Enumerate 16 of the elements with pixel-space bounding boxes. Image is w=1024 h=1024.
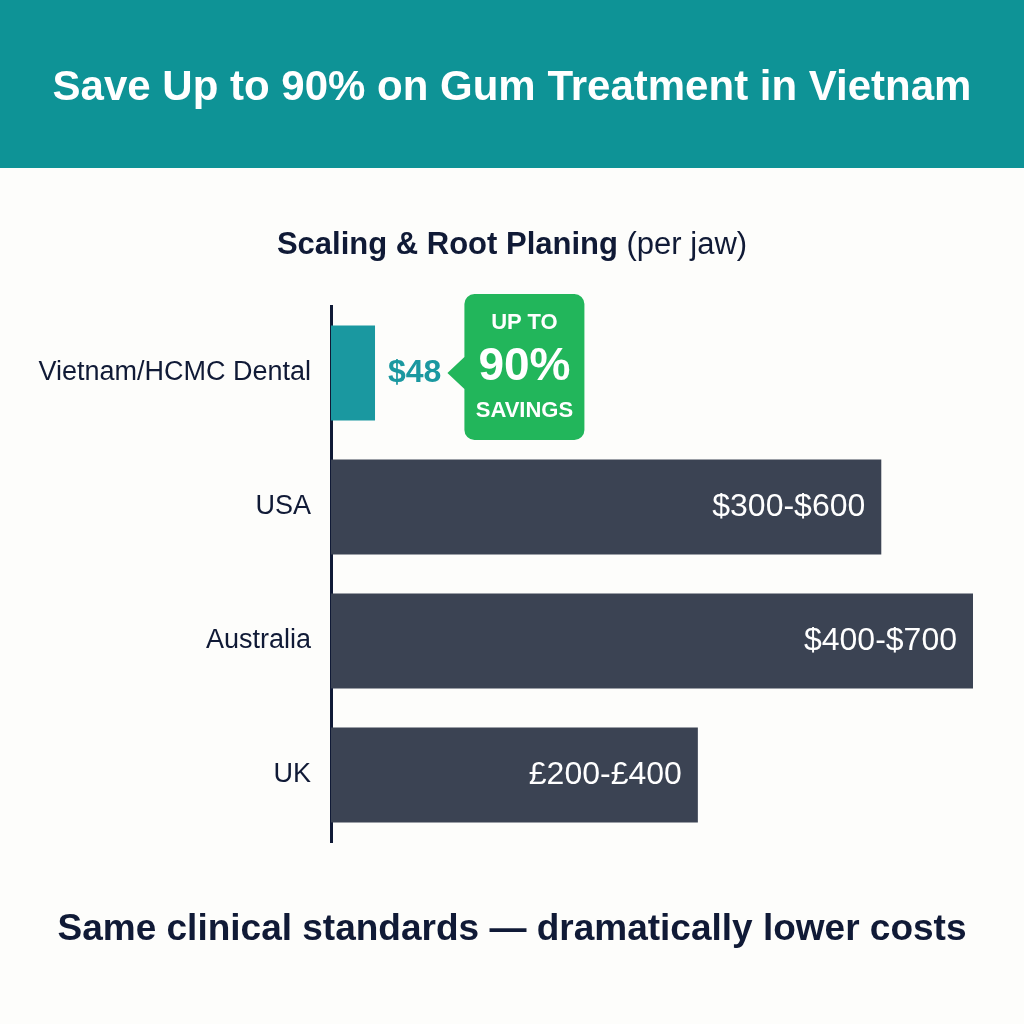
bar	[331, 727, 698, 823]
y-tick-label: UK	[273, 758, 311, 789]
y-tick-label: Australia	[205, 624, 312, 655]
data-label: $400-$700	[803, 620, 957, 657]
bar	[331, 459, 882, 555]
annotation: UP TO 90% SAVINGS	[475, 309, 574, 423]
bar	[331, 325, 376, 421]
y-tick-label: Vietnam/HCMC Dental	[38, 356, 311, 387]
y-tick-label: USA	[255, 490, 311, 521]
chart-title: Save Up to 90% on Gum Treatment in Vietnam	[52, 61, 972, 109]
bar	[331, 593, 973, 689]
data-label: $48	[388, 352, 442, 389]
data-label: $300-$600	[712, 486, 866, 523]
data-label: £200-£400	[528, 754, 682, 791]
chart-subtitle: Scaling & Root Planing (per jaw)	[276, 225, 748, 261]
text: Same clinical standards — dramatically lower costs	[57, 907, 967, 949]
